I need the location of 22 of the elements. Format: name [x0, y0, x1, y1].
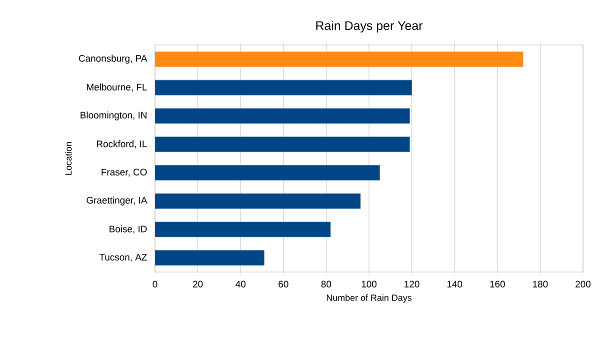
y-tick-label: Boise, ID: [110, 225, 147, 234]
x-tick-label: 60: [278, 280, 288, 288]
x-tick-label: 120: [404, 280, 420, 288]
x-tick-label: 160: [490, 280, 505, 288]
y-tick-label: Bloomington, IN: [80, 112, 146, 120]
y-tick-label: Melbourne, FL: [86, 84, 147, 92]
x-tick-label: 80: [321, 280, 332, 288]
x-tick-label: 20: [193, 280, 203, 288]
x-tick-label: 0: [152, 280, 158, 288]
y-tick-label: Fraser, CO: [102, 168, 147, 177]
y-axis-title: Location: [65, 142, 72, 175]
y-tick-label: Tucson, AZ: [99, 254, 147, 262]
y-tick-label: Canonsburg, PA: [78, 54, 148, 64]
x-tick-label: 180: [533, 280, 548, 288]
x-axis-title: Number of Rain Days: [326, 294, 412, 303]
x-tick-label: 140: [447, 280, 462, 288]
x-tick-label: 100: [362, 280, 377, 288]
y-tick-label: Rockford, IL: [96, 140, 147, 148]
x-tick-label: 200: [576, 280, 591, 288]
chart-title: Rain Days per Year: [316, 20, 423, 33]
x-tick-label: 40: [236, 280, 246, 288]
y-tick-label: Graettinger, IA: [86, 196, 148, 206]
